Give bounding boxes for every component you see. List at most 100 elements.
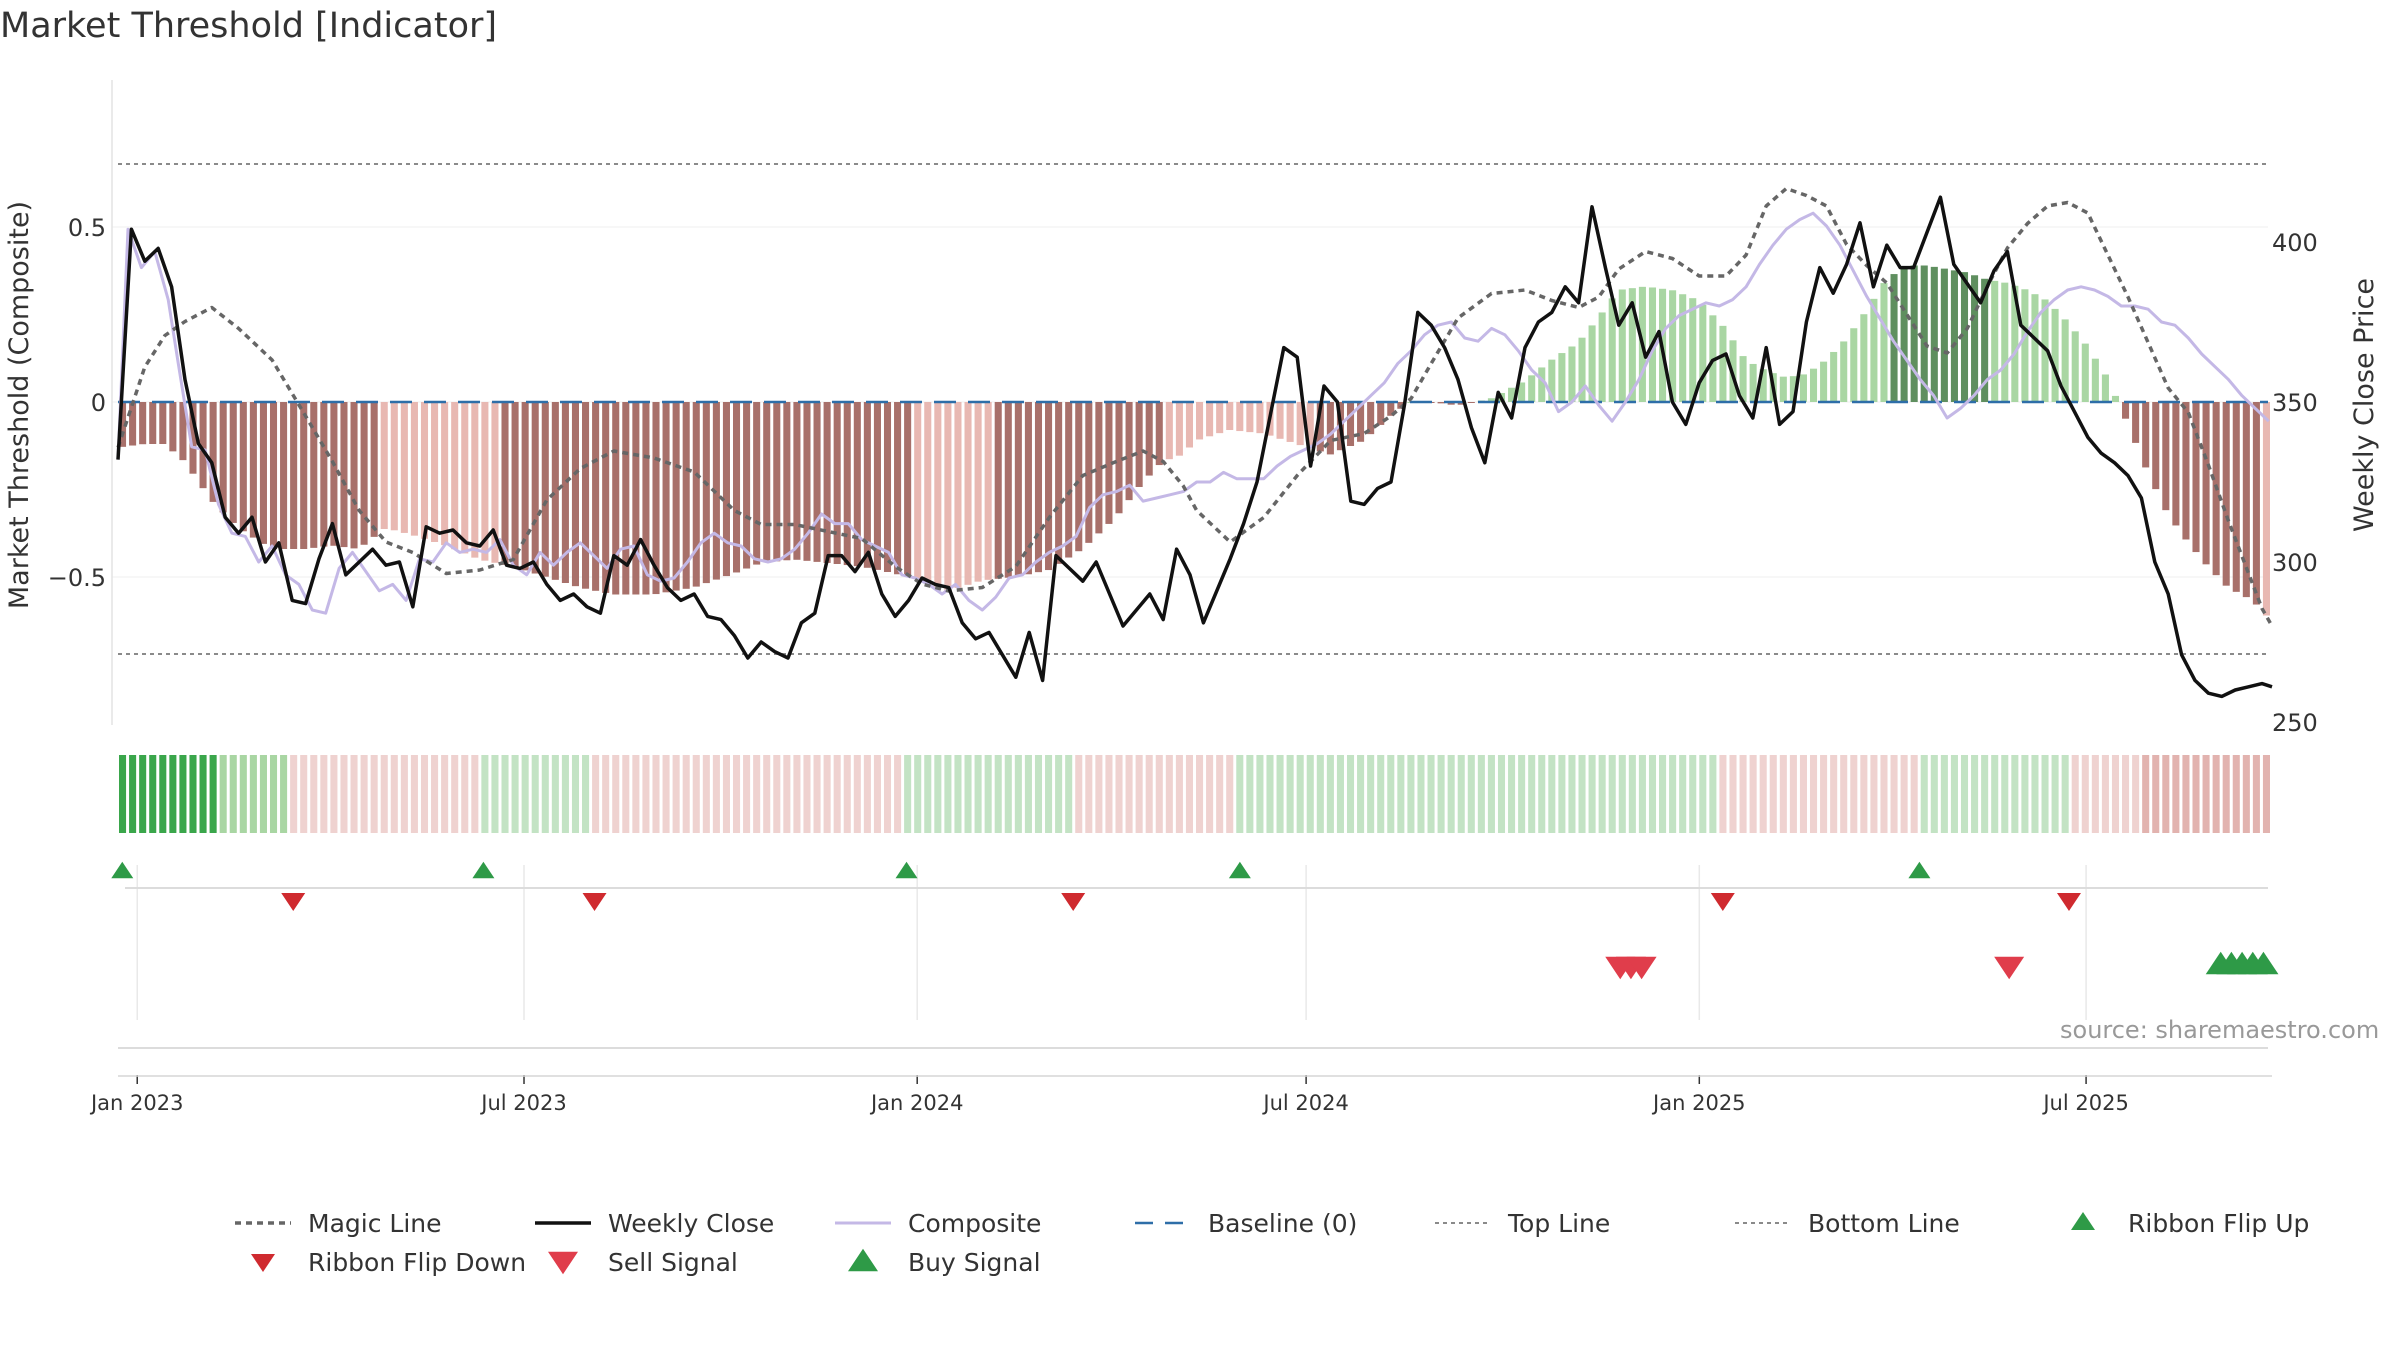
ribbon-cell [511, 755, 519, 833]
composite-bar [944, 402, 952, 591]
composite-bar [280, 402, 288, 549]
ribbon-cell [763, 755, 771, 833]
composite-bar [1779, 376, 1787, 402]
composite-bar [320, 402, 328, 547]
ribbon-cell [853, 755, 861, 833]
ribbon-cell [1679, 755, 1687, 833]
ribbon-cell [2081, 755, 2089, 833]
composite-bar [370, 402, 378, 537]
composite-bar [2172, 402, 2180, 526]
ribbon-cell [1467, 755, 1475, 833]
ribbon-cell [1578, 755, 1586, 833]
ribbon-cell [501, 755, 509, 833]
ribbon-cell [1729, 755, 1737, 833]
composite-bar [2192, 402, 2200, 553]
ribbon-cell [1799, 755, 1807, 833]
composite-bar [1880, 283, 1888, 402]
y-tick-label: 0 [91, 389, 106, 417]
x-tick-label: Jul 2025 [2041, 1091, 2128, 1115]
composite-bar [793, 402, 801, 560]
ribbon-cell [2101, 755, 2109, 833]
composite-bar [592, 402, 600, 591]
composite-bar [1679, 294, 1687, 402]
composite-bar [1960, 272, 1969, 402]
ribbon-cell [712, 755, 720, 833]
composite-bar [571, 402, 580, 587]
composite-bar [753, 402, 761, 565]
ribbon-cell [2031, 755, 2039, 833]
composite-bar [2091, 358, 2099, 402]
ribbon-cell [239, 755, 247, 833]
ribbon-cell [1065, 755, 1073, 833]
ribbon-cell [441, 755, 449, 833]
composite-bar [129, 402, 137, 446]
ribbon-cell [894, 755, 902, 833]
ribbon-cell [290, 755, 298, 833]
composite-bar [1457, 402, 1465, 405]
sell-signal-marker [1994, 956, 2025, 980]
composite-bar [1004, 402, 1012, 578]
ribbon-cell [1558, 755, 1566, 833]
composite-bar [441, 402, 449, 546]
composite-bar [1759, 369, 1767, 402]
ribbon-cell [209, 755, 217, 833]
composite-bar [330, 402, 338, 546]
composite-bar [1799, 374, 1807, 402]
composite-bar [561, 402, 569, 583]
composite-bar [551, 402, 559, 580]
composite-bar [1598, 312, 1606, 402]
ribbon-cell [1306, 755, 1314, 833]
y-tick-label: −0.5 [48, 564, 106, 592]
legend-swatch [848, 1248, 878, 1272]
composite-bar [994, 402, 1002, 579]
ribbon-cell [652, 755, 660, 833]
composite-bar [2142, 402, 2150, 468]
ribbon-cell [1024, 755, 1032, 833]
composite-bar [1034, 402, 1043, 573]
ribbon-cell [682, 755, 690, 833]
ribbon-cell [1155, 755, 1163, 833]
ribbon-cell [1447, 755, 1455, 833]
ribbon-cell [1850, 755, 1858, 833]
ribbon-cell [451, 755, 459, 833]
ribbon-cell [622, 755, 630, 833]
composite-bar [1155, 402, 1163, 466]
ribbon-cell [2001, 755, 2009, 833]
composite-bar [1075, 402, 1083, 552]
ribbon-cell [1286, 755, 1294, 833]
composite-bar [1920, 265, 1928, 402]
ribbon-cell [1457, 755, 1465, 833]
ribbon-cell [541, 755, 549, 833]
composite-bar [1628, 288, 1636, 402]
ribbon-cell [1568, 755, 1576, 833]
ribbon-cell [642, 755, 650, 833]
ribbon-flip-up-marker [1228, 861, 1251, 879]
ribbon-cell [934, 755, 942, 833]
ribbon-cell [1659, 755, 1667, 833]
ribbon-cell [883, 755, 892, 833]
composite-bar [511, 402, 519, 568]
ribbon-cell [813, 755, 821, 833]
composite-bar [1045, 402, 1053, 571]
legend-label: Baseline (0) [1208, 1209, 1357, 1238]
composite-bar [2132, 402, 2140, 443]
composite-bar [1618, 289, 1626, 402]
ribbon-cell [803, 755, 811, 833]
ribbon-cell [269, 755, 278, 833]
composite-bar [1578, 337, 1586, 402]
ribbon-cell [2162, 755, 2170, 833]
ribbon-cell [1206, 755, 1214, 833]
ribbon-cell [1981, 755, 1989, 833]
composite-bar [924, 402, 932, 583]
ribbon-cell [823, 755, 831, 833]
ribbon-cell [400, 755, 408, 833]
composite-bar [179, 402, 187, 461]
ribbon-cell [1316, 755, 1324, 833]
ribbon-cell [1860, 755, 1868, 833]
ribbon-cell [1779, 755, 1787, 833]
ribbon-cell [2252, 755, 2260, 833]
ribbon-cell [1608, 755, 1616, 833]
composite-bar [582, 402, 590, 589]
ribbon-cell [1930, 755, 1938, 833]
